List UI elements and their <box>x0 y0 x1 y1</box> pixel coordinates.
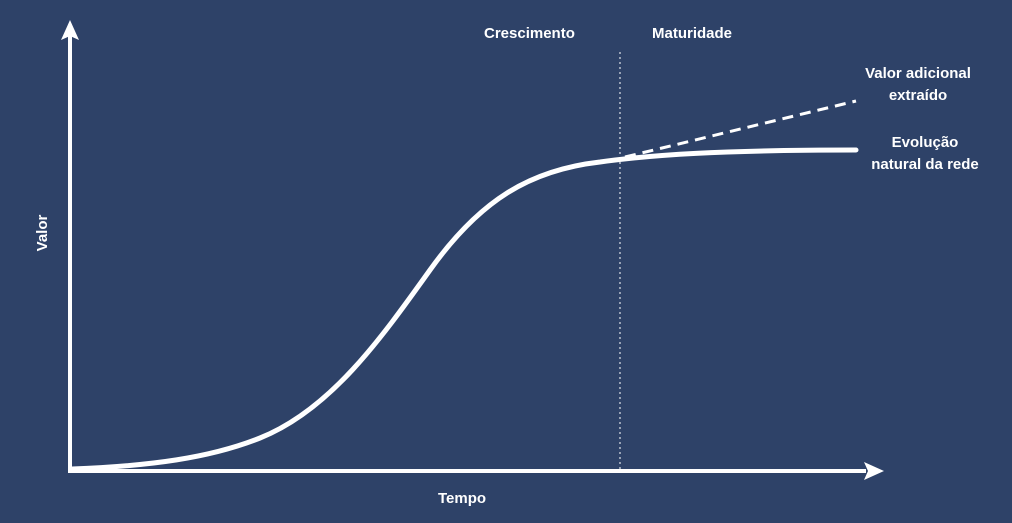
phase-label-maturity: Maturidade <box>652 25 733 42</box>
natural-evolution-annotation: Evolução natural da rede <box>862 132 988 176</box>
extra-value-line-1: Valor adicional <box>865 65 971 82</box>
x-axis-label: Tempo <box>438 490 487 507</box>
natural-evolution-line-2: natural da rede <box>871 156 979 173</box>
extra-value-annotation: Valor adicional extraído <box>858 63 978 107</box>
y-axis-label: Valor <box>34 214 51 252</box>
y-axis-arrowhead <box>61 20 79 40</box>
natural-evolution-curve <box>69 147 859 472</box>
natural-evolution-line-1: Evolução <box>891 134 959 151</box>
x-axis-arrowhead <box>864 462 884 480</box>
extra-value-dashed-line <box>624 99 857 159</box>
extra-value-line-2: extraído <box>888 87 948 104</box>
phase-label-growth: Crescimento <box>484 25 575 42</box>
